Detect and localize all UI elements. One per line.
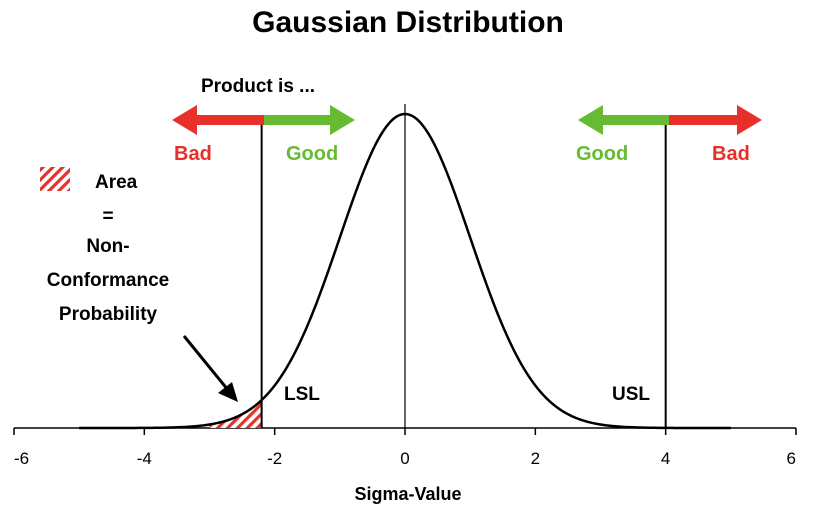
area-legend-label: Area bbox=[95, 172, 138, 193]
left-bad-label: Bad bbox=[174, 143, 212, 165]
product-is-label: Product is ... bbox=[201, 76, 315, 97]
x-tick-label: -2 bbox=[267, 449, 282, 468]
x-axis-title: Sigma-Value bbox=[354, 484, 461, 504]
left-good-arrow bbox=[264, 105, 355, 135]
right-bad-arrow bbox=[669, 105, 762, 135]
usl-label: USL bbox=[612, 384, 650, 405]
gaussian-curve bbox=[79, 112, 731, 430]
x-tick-label: 6 bbox=[787, 449, 796, 468]
area-legend-swatch bbox=[40, 167, 70, 191]
lsl-label: LSL bbox=[284, 384, 320, 405]
x-tick-label: -4 bbox=[137, 449, 152, 468]
right-good-label: Good bbox=[576, 143, 628, 165]
right-good-arrow bbox=[578, 105, 669, 135]
non-conformance-line-2: Conformance bbox=[47, 270, 169, 291]
left-good-label: Good bbox=[286, 143, 338, 165]
x-tick-label: 0 bbox=[400, 449, 409, 468]
chart-title: Gaussian Distribution bbox=[252, 6, 564, 39]
non-conformance-line-3: Probability bbox=[59, 304, 158, 325]
non-conformance-area bbox=[209, 400, 262, 428]
non-conformance-line-1: Non- bbox=[86, 236, 129, 257]
left-bad-arrow bbox=[172, 105, 264, 135]
pointer-arrow bbox=[182, 335, 238, 402]
right-bad-label: Bad bbox=[712, 143, 750, 165]
equals-sign: = bbox=[102, 206, 113, 227]
x-tick-label: -6 bbox=[14, 449, 29, 468]
x-tick-label: 4 bbox=[661, 449, 670, 468]
x-tick-label: 2 bbox=[531, 449, 540, 468]
x-axis-ticks: -6 -4 -2 0 2 4 6 bbox=[13, 428, 797, 468]
